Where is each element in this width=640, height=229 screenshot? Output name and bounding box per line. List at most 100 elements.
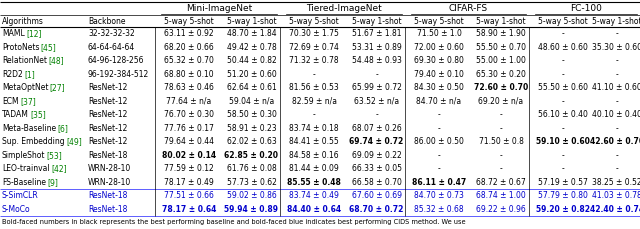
Text: SimpleShot: SimpleShot	[2, 151, 45, 160]
Text: 69.22 ± 0.96: 69.22 ± 0.96	[476, 205, 526, 214]
Text: Tiered-ImageNet: Tiered-ImageNet	[306, 4, 382, 13]
Text: 83.74 ± 0.49: 83.74 ± 0.49	[289, 191, 339, 200]
Text: Algorithms: Algorithms	[2, 16, 44, 25]
Text: 69.09 ± 0.22: 69.09 ± 0.22	[351, 151, 401, 160]
Text: 50.44 ± 0.82: 50.44 ± 0.82	[227, 56, 276, 65]
Text: -: -	[616, 29, 618, 38]
Text: 77.76 ± 0.17: 77.76 ± 0.17	[164, 124, 214, 133]
Text: 84.40 ± 0.64: 84.40 ± 0.64	[287, 205, 341, 214]
Text: 71.32 ± 0.78: 71.32 ± 0.78	[289, 56, 339, 65]
Text: S-SimCLR: S-SimCLR	[2, 191, 39, 200]
Text: 65.30 ± 0.20: 65.30 ± 0.20	[476, 70, 526, 79]
Text: 63.52 ± n/a: 63.52 ± n/a	[354, 97, 399, 106]
Text: [35]: [35]	[30, 110, 46, 119]
Text: 77.59 ± 0.12: 77.59 ± 0.12	[164, 164, 214, 173]
Text: 55.50 ± 0.60: 55.50 ± 0.60	[538, 83, 588, 92]
Text: ResNet-12: ResNet-12	[88, 137, 127, 146]
Text: 38.25 ± 0.52: 38.25 ± 0.52	[592, 178, 640, 187]
Text: 53.31 ± 0.89: 53.31 ± 0.89	[351, 43, 401, 52]
Text: 70.30 ± 1.75: 70.30 ± 1.75	[289, 29, 339, 38]
Text: 66.58 ± 0.70: 66.58 ± 0.70	[351, 178, 401, 187]
Text: 85.55 ± 0.48: 85.55 ± 0.48	[287, 178, 341, 187]
Text: 72.60 ± 0.70: 72.60 ± 0.70	[474, 83, 528, 92]
Text: 61.76 ± 0.08: 61.76 ± 0.08	[227, 164, 276, 173]
Text: Backbone: Backbone	[88, 16, 125, 25]
Text: 66.33 ± 0.05: 66.33 ± 0.05	[351, 164, 401, 173]
Text: [45]: [45]	[41, 43, 56, 52]
Text: -: -	[616, 70, 618, 79]
Text: -: -	[562, 56, 564, 65]
Text: 96-192-384-512: 96-192-384-512	[88, 70, 149, 79]
Text: Bold-faced numbers in black represents the best performing baseline and bold-fac: Bold-faced numbers in black represents t…	[2, 219, 466, 225]
Text: -: -	[616, 56, 618, 65]
Text: 81.56 ± 0.53: 81.56 ± 0.53	[289, 83, 339, 92]
Text: 77.64 ± n/a: 77.64 ± n/a	[166, 97, 212, 106]
Text: [12]: [12]	[26, 29, 42, 38]
Text: WRN-28-10: WRN-28-10	[88, 164, 131, 173]
Text: TADAM: TADAM	[2, 110, 29, 119]
Text: 62.64 ± 0.61: 62.64 ± 0.61	[227, 83, 276, 92]
Text: 48.70 ± 1.84: 48.70 ± 1.84	[227, 29, 276, 38]
Text: ProtoNets: ProtoNets	[2, 43, 40, 52]
Text: 58.50 ± 0.30: 58.50 ± 0.30	[227, 110, 276, 119]
Text: FC-100: FC-100	[570, 4, 602, 13]
Text: 5-way 5-shot: 5-way 5-shot	[538, 16, 588, 25]
Text: 64-96-128-256: 64-96-128-256	[88, 56, 145, 65]
Text: -: -	[500, 164, 502, 173]
Text: -: -	[375, 110, 378, 119]
Text: 59.94 ± 0.89: 59.94 ± 0.89	[225, 205, 278, 214]
Text: ECM: ECM	[2, 97, 19, 106]
Text: 69.30 ± 0.80: 69.30 ± 0.80	[414, 56, 464, 65]
Text: 64-64-64-64: 64-64-64-64	[88, 43, 135, 52]
Text: ResNet-12: ResNet-12	[88, 124, 127, 133]
Text: FS-Baseline: FS-Baseline	[2, 178, 46, 187]
Text: 78.17 ± 0.49: 78.17 ± 0.49	[164, 178, 214, 187]
Text: 65.32 ± 0.70: 65.32 ± 0.70	[164, 56, 214, 65]
Text: 82.59 ± n/a: 82.59 ± n/a	[291, 97, 337, 106]
Text: 71.50 ± 1.0: 71.50 ± 1.0	[417, 29, 461, 38]
Text: 80.02 ± 0.14: 80.02 ± 0.14	[162, 151, 216, 160]
Text: 84.58 ± 0.16: 84.58 ± 0.16	[289, 151, 339, 160]
Text: MAML: MAML	[2, 29, 25, 38]
Text: 57.19 ± 0.57: 57.19 ± 0.57	[538, 178, 588, 187]
Text: 69.74 ± 0.72: 69.74 ± 0.72	[349, 137, 404, 146]
Text: 56.10 ± 0.40: 56.10 ± 0.40	[538, 110, 588, 119]
Text: [48]: [48]	[48, 56, 64, 65]
Text: RelationNet: RelationNet	[2, 56, 47, 65]
Text: CIFAR-FS: CIFAR-FS	[449, 4, 488, 13]
Text: 32-32-32-32: 32-32-32-32	[88, 29, 135, 38]
Text: 42.60 ± 0.70: 42.60 ± 0.70	[590, 137, 640, 146]
Text: -: -	[500, 110, 502, 119]
Text: [27]: [27]	[50, 83, 65, 92]
Text: -: -	[562, 70, 564, 79]
Text: LEO-trainval: LEO-trainval	[2, 164, 50, 173]
Text: -: -	[500, 151, 502, 160]
Text: 68.72 ± 0.67: 68.72 ± 0.67	[476, 178, 526, 187]
Text: 49.42 ± 0.78: 49.42 ± 0.78	[227, 43, 276, 52]
Text: R2D2: R2D2	[2, 70, 23, 79]
Text: 40.10 ± 0.40: 40.10 ± 0.40	[592, 110, 640, 119]
Text: -: -	[375, 70, 378, 79]
Text: 86.11 ± 0.47: 86.11 ± 0.47	[412, 178, 466, 187]
Text: 76.70 ± 0.30: 76.70 ± 0.30	[164, 110, 214, 119]
Text: 79.40 ± 0.10: 79.40 ± 0.10	[414, 70, 464, 79]
Text: [49]: [49]	[66, 137, 82, 146]
Text: [42]: [42]	[51, 164, 67, 173]
Text: 5-way 1-shot: 5-way 1-shot	[592, 16, 640, 25]
Text: S-MoCo: S-MoCo	[2, 205, 31, 214]
Text: 71.50 ± 0.8: 71.50 ± 0.8	[479, 137, 524, 146]
Text: 81.44 ± 0.09: 81.44 ± 0.09	[289, 164, 339, 173]
Text: -: -	[500, 124, 502, 133]
Text: -: -	[562, 164, 564, 173]
Text: 55.00 ± 1.00: 55.00 ± 1.00	[476, 56, 526, 65]
Text: 86.00 ± 0.50: 86.00 ± 0.50	[414, 137, 464, 146]
Text: 69.20 ± n/a: 69.20 ± n/a	[479, 97, 524, 106]
Text: 41.10 ± 0.60: 41.10 ± 0.60	[592, 83, 640, 92]
Text: [1]: [1]	[24, 70, 35, 79]
Text: Mini-ImageNet: Mini-ImageNet	[186, 4, 252, 13]
Text: MetaOptNet: MetaOptNet	[2, 83, 49, 92]
Text: -: -	[438, 151, 440, 160]
Text: 59.02 ± 0.86: 59.02 ± 0.86	[227, 191, 276, 200]
Text: 5-way 1-shot: 5-way 1-shot	[476, 16, 526, 25]
Text: 51.67 ± 1.81: 51.67 ± 1.81	[352, 29, 401, 38]
